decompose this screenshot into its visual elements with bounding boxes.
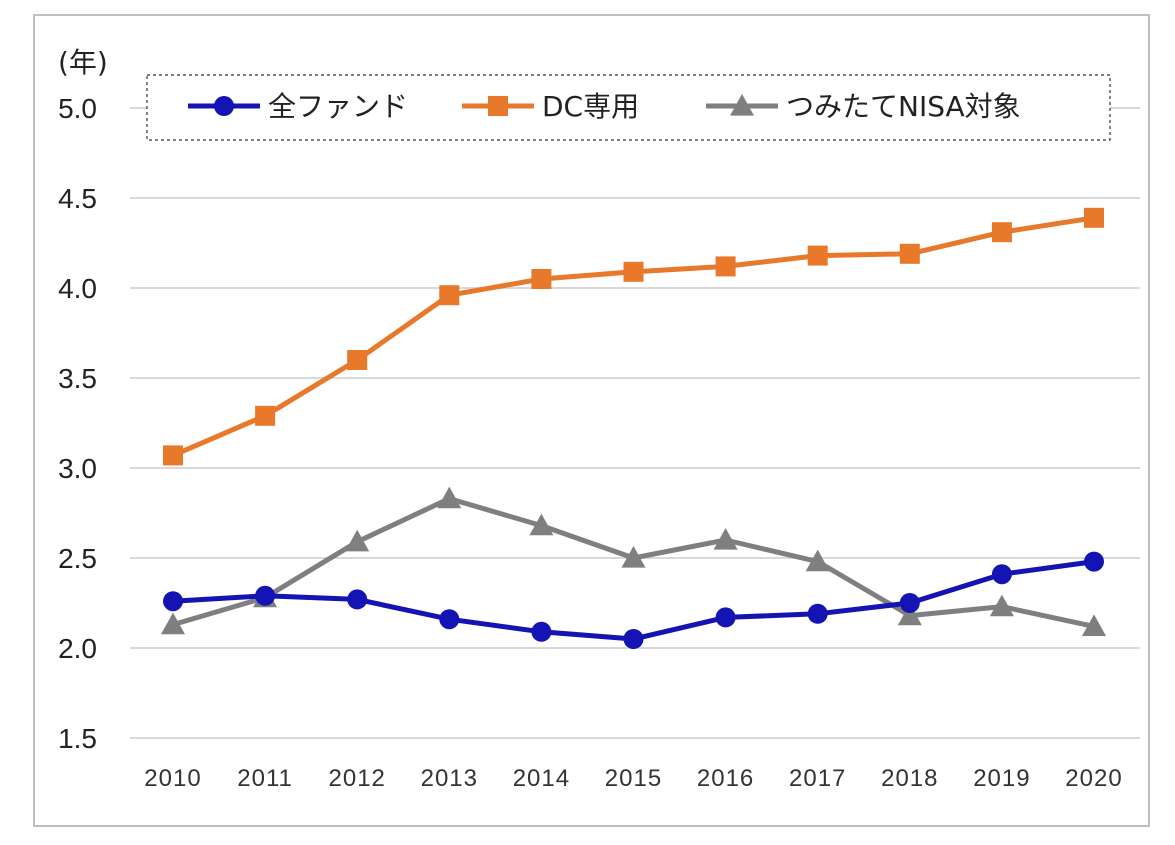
legend-marker <box>730 94 754 116</box>
y-tick-label: 2.0 <box>58 633 97 664</box>
legend-marker <box>488 96 508 116</box>
x-tick-label: 2017 <box>789 765 846 792</box>
data-point <box>255 585 276 606</box>
x-tick-label: 2012 <box>329 765 386 792</box>
legend-label: DC専用 <box>542 90 639 123</box>
data-point <box>345 529 370 552</box>
data-point <box>807 245 828 266</box>
series-line <box>172 559 1095 642</box>
data-point <box>621 546 646 568</box>
data-point <box>623 261 644 282</box>
data-point <box>715 256 736 277</box>
data-point <box>623 629 644 649</box>
legend-label: つみたてNISA対象 <box>786 90 1021 123</box>
x-tick-label: 2019 <box>973 765 1030 792</box>
y-tick-label: 2.5 <box>58 543 97 574</box>
data-point <box>991 564 1012 585</box>
data-point <box>807 603 828 624</box>
x-tick-label: 2015 <box>605 765 662 792</box>
data-point <box>899 243 920 264</box>
x-tick-label: 2011 <box>237 765 293 792</box>
data-point <box>531 269 552 289</box>
data-point <box>439 609 460 630</box>
series-2 <box>161 486 1106 636</box>
data-point <box>437 486 462 509</box>
series-line <box>172 215 1095 458</box>
x-tick-label: 2010 <box>144 765 201 792</box>
data-point <box>899 593 920 613</box>
data-point <box>347 589 368 610</box>
data-point <box>529 513 554 536</box>
data-point <box>163 445 183 466</box>
data-point <box>255 405 276 426</box>
y-tick-label: 1.5 <box>58 723 97 754</box>
y-tick-label: 3.5 <box>58 363 97 394</box>
series-1 <box>163 207 1104 466</box>
data-point <box>161 612 185 635</box>
x-tick-label: 2014 <box>513 765 570 792</box>
y-axis-unit-label: (年) <box>58 46 108 79</box>
series-lines <box>161 207 1106 649</box>
legend-marker <box>214 96 234 116</box>
data-point <box>439 285 460 306</box>
data-point <box>531 621 552 642</box>
x-tick-label: 2016 <box>697 765 754 792</box>
x-axis-ticks: 2010 2011 2012 2013 2014 2015 2016 2017 2018 2019… <box>144 765 1122 792</box>
data-point <box>991 222 1012 243</box>
legend-box <box>146 74 1111 141</box>
series-0 <box>163 551 1104 649</box>
legend: 全ファンド DC専用 つみたてNISA対象 <box>146 74 1111 141</box>
data-point <box>1084 207 1104 228</box>
x-tick-label: 2013 <box>421 765 478 792</box>
data-point <box>715 607 736 628</box>
legend-label: 全ファンド <box>268 90 408 123</box>
data-point <box>897 603 922 626</box>
data-point <box>713 528 738 550</box>
chart-frame <box>33 14 1150 827</box>
data-point <box>163 591 183 612</box>
data-point <box>805 549 830 572</box>
x-tick-label: 2020 <box>1065 765 1122 792</box>
x-tick-label: 2018 <box>881 765 938 792</box>
y-tick-label: 4.5 <box>58 183 97 214</box>
data-point <box>989 594 1014 617</box>
y-tick-label: 5.0 <box>58 93 97 124</box>
y-tick-label: 4.0 <box>58 273 97 304</box>
y-tick-label: 3.0 <box>58 453 97 484</box>
y-axis-ticks: 5.0 4.5 4.0 3.5 3.0 2.5 2.0 1.5 <box>58 93 97 754</box>
data-point <box>347 350 368 370</box>
data-point <box>1084 551 1104 572</box>
data-point <box>1082 614 1106 636</box>
